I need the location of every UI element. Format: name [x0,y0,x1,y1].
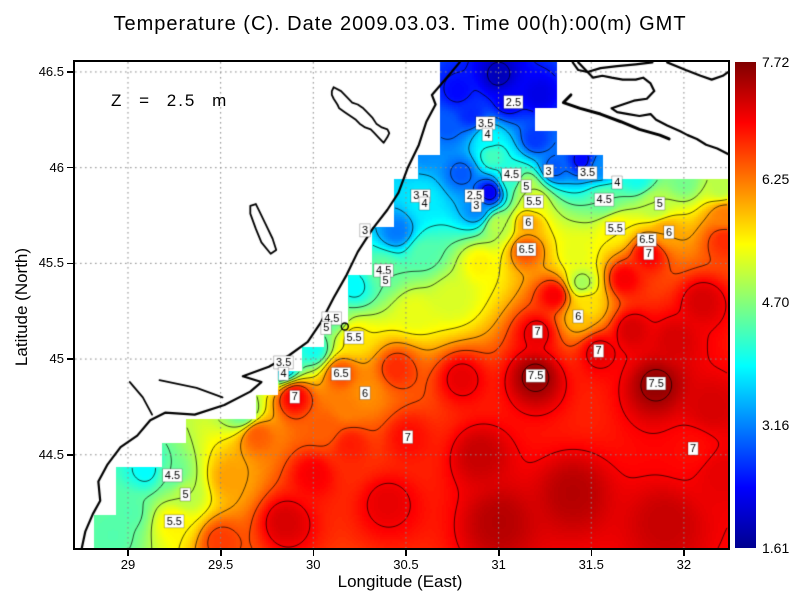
x-tick-mark [405,550,408,556]
colorbar [735,62,756,548]
chart-title: Temperature (C). Date 2009.03.03. Time 0… [113,13,687,35]
x-tick-mark [220,550,222,556]
y-tick-label: 46 [49,159,64,175]
x-axis-label: Longitude (East) [337,572,463,591]
colorbar-tick-label: 4.70 [762,294,790,311]
colorbar-tick-label: 3.16 [762,416,790,433]
x-tick-mark [498,550,500,556]
y-tick-label: 46.5 [38,63,64,79]
colorbar-tick-label: 1.61 [762,540,790,556]
x-tick-label: 30.5 [393,557,419,572]
x-tick-label: 32 [676,557,692,572]
x-tick-label: 29 [120,557,136,572]
y-tick-mark [67,262,73,265]
x-tick-label: 30 [306,557,321,572]
colorbar-tick-label: 7.72 [762,54,790,70]
y-tick-mark [67,358,73,360]
x-tick-mark [312,550,315,556]
y-tick-label: 45.5 [38,255,64,271]
x-tick-label: 31 [491,557,506,572]
y-tick-mark [67,71,73,73]
colorbar-tick-label: 6.25 [762,170,790,187]
plot-frame: Z = 2.5 m [73,60,730,550]
y-tick-label: 45 [49,351,64,367]
depth-annotation: Z = 2.5 m [111,91,229,110]
map-canvas [75,62,728,548]
y-tick-mark [67,166,73,169]
x-tick-label: 31.5 [578,557,604,572]
y-tick-label: 44.5 [38,446,64,462]
x-tick-mark [590,550,593,556]
y-tick-mark [67,453,73,456]
x-tick-mark [683,550,685,556]
x-tick-label: 29.5 [207,557,234,572]
x-tick-mark [127,550,130,556]
